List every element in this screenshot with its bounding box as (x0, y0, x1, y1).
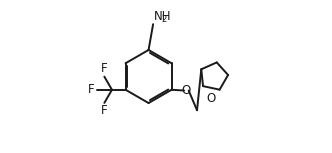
Text: 2: 2 (162, 15, 167, 24)
Text: O: O (181, 84, 191, 97)
Text: F: F (88, 83, 95, 96)
Text: F: F (101, 62, 108, 75)
Text: O: O (207, 92, 216, 105)
Text: F: F (101, 104, 108, 117)
Text: NH: NH (154, 10, 171, 23)
